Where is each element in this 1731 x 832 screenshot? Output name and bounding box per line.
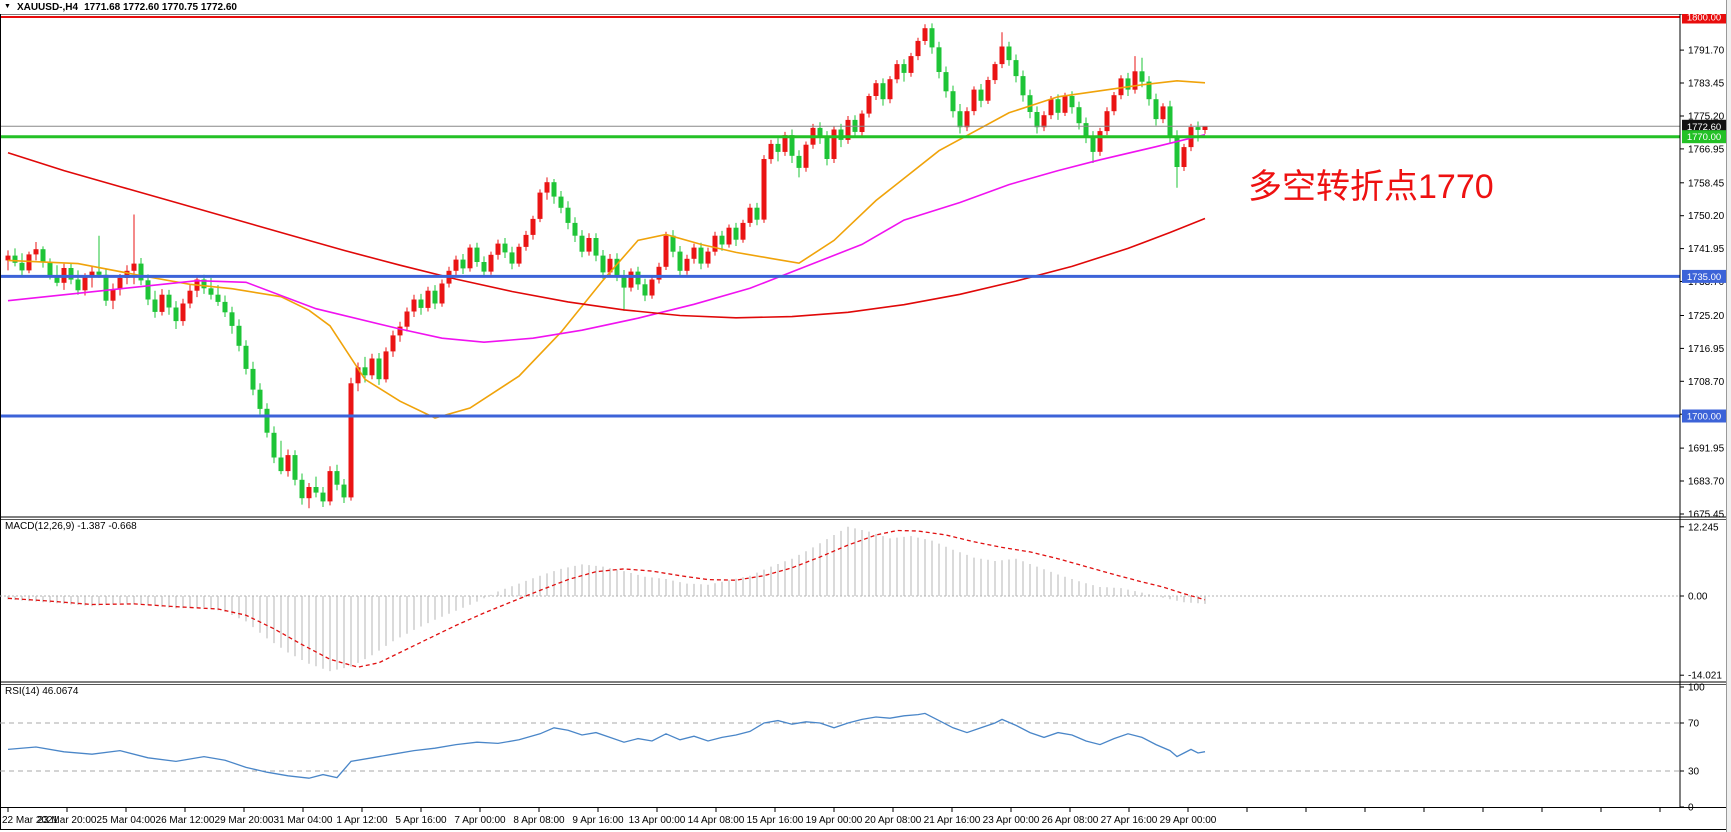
time-tick-label: 14 Apr 08:00 — [688, 815, 745, 826]
ohlc-quote-label: 1771.68 1772.60 1770.75 1772.60 — [84, 1, 237, 13]
time-tick-label: 20 Apr 08:00 — [865, 815, 922, 826]
rsi-axis-label: 30 — [1688, 767, 1700, 778]
price-badge-support-1700: 1700.00 — [1682, 409, 1726, 423]
macd-axis-label: 0.00 — [1688, 592, 1708, 603]
time-tick-label: 7 Apr 00:00 — [454, 815, 506, 826]
price-tick-label: 1691.95 — [1688, 444, 1725, 455]
time-tick-label: 8 Apr 08:00 — [513, 815, 565, 826]
rsi-axis-label: 100 — [1688, 683, 1705, 694]
macd-signal-line — [7, 529, 1206, 668]
ma-fast-orange-line — [7, 79, 1206, 419]
time-tick-label: 23 Apr 00:00 — [983, 815, 1040, 826]
price-badge-pivot-1770: 1770.00 — [1682, 130, 1726, 144]
chart-titlebar: ▼ XAUUSD-,H4 1771.68 1772.60 1770.75 177… — [0, 0, 1726, 14]
rsi-axis-label: 70 — [1688, 719, 1700, 730]
rsi-panel[interactable]: 100 70 30 0 — [0, 683, 1705, 814]
price-tick-label: 1783.45 — [1688, 79, 1725, 90]
price-tick-label: 1766.95 — [1688, 144, 1725, 155]
svg-text:1770.00: 1770.00 — [1687, 132, 1721, 143]
time-tick-label: 1 Apr 12:00 — [336, 815, 388, 826]
horizontal-lines-layer — [0, 16, 1680, 418]
price-badge-current-price: 1772.60 — [1682, 119, 1726, 133]
time-tick-label: 29 Mar 20:00 — [215, 815, 274, 826]
price-tick-label: 1775.20 — [1688, 112, 1725, 123]
time-tick-label: 22 Mar 2021 — [2, 815, 59, 826]
price-tick-label: 1750.20 — [1688, 211, 1725, 222]
price-tick-label: 1708.70 — [1688, 377, 1725, 388]
svg-text:1800.00: 1800.00 — [1687, 13, 1721, 24]
pivot-annotation-text: 多空转折点1770 — [1248, 168, 1494, 206]
price-tick-label: 1683.70 — [1688, 477, 1725, 488]
time-tick-label: 26 Apr 08:00 — [1042, 815, 1099, 826]
time-tick-label: 5 Apr 16:00 — [395, 815, 447, 826]
price-badge-support-1735: 1735.00 — [1682, 269, 1726, 283]
macd-histogram — [7, 526, 1206, 672]
svg-text:1700.00: 1700.00 — [1687, 412, 1721, 423]
candles-layer — [5, 23, 1208, 509]
time-tick-label: 29 Apr 00:00 — [1160, 815, 1217, 826]
svg-text:1735.00: 1735.00 — [1687, 272, 1721, 283]
macd-panel[interactable]: 12.245 0.00 -14.021 — [0, 522, 1722, 682]
price-axis[interactable]: 1791.70 1783.45 1775.20 1766.95 1758.45 1750.… — [1680, 10, 1726, 521]
price-tick-label: 1791.70 — [1688, 46, 1725, 57]
rsi-indicator-label: RSI(14) 46.0674 — [5, 686, 79, 697]
price-tick-label: 1675.45 — [1688, 510, 1725, 521]
symbol-period-label: XAUUSD-,H4 — [16, 1, 79, 13]
time-tick-label: 21 Apr 16:00 — [924, 815, 981, 826]
macd-axis-label: -14.021 — [1688, 671, 1722, 682]
svg-text:1772.60: 1772.60 — [1687, 122, 1721, 133]
time-tick-label: 9 Apr 16:00 — [572, 815, 624, 826]
time-tick-label: 15 Apr 16:00 — [747, 815, 804, 826]
time-tick-label: 13 Apr 00:00 — [629, 815, 686, 826]
collapse-arrow-icon[interactable]: ▼ — [4, 2, 11, 10]
price-tick-label: 1725.20 — [1688, 311, 1725, 322]
price-tick-label: 1758.45 — [1688, 178, 1725, 189]
time-tick-label: 19 Apr 00:00 — [806, 815, 863, 826]
time-tick-label: 23 Mar 20:00 — [38, 815, 97, 826]
ma-mid-magenta-line — [7, 133, 1206, 344]
price-tick-label: 1716.95 — [1688, 344, 1725, 355]
time-tick-label: 27 Apr 16:00 — [1101, 815, 1158, 826]
rsi-axis-label: 0 — [1688, 803, 1694, 814]
time-tick-label: 26 Mar 12:00 — [156, 815, 215, 826]
price-tick-label: 1741.95 — [1688, 244, 1725, 255]
macd-indicator-label: MACD(12,26,9) -1.387 -0.668 — [5, 521, 137, 532]
macd-axis-label: 12.245 — [1688, 522, 1719, 533]
time-tick-label: 31 Mar 04:00 — [274, 815, 333, 826]
time-tick-label: 25 Mar 04:00 — [97, 815, 156, 826]
rsi-line — [7, 712, 1206, 779]
